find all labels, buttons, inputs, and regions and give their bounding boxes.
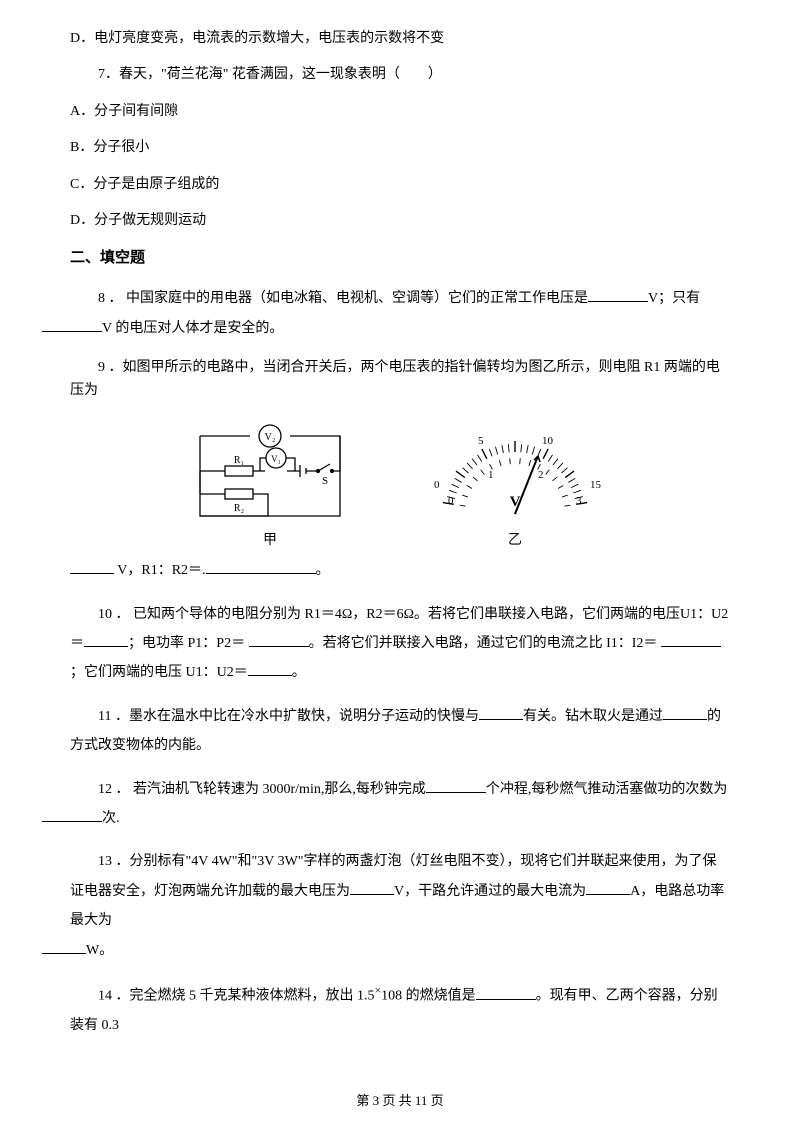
meter-top-10: 10 bbox=[542, 435, 554, 447]
q13-text-b: V，干路允许通过的最大电流为 bbox=[394, 884, 586, 899]
q14: 14 ．完全燃烧 5 千克某种液体燃料，放出 1.5×108 的燃烧值是。现有甲… bbox=[70, 979, 730, 1040]
meter-unit: V bbox=[510, 494, 521, 510]
q12: 12 ． 若汽油机飞轮转速为 3000r/min,那么,每秒钟完成 个冲程,每秒燃… bbox=[70, 775, 730, 834]
q9-blank-2 bbox=[206, 559, 316, 574]
q14-blank-1 bbox=[476, 984, 536, 999]
q7-stem: 7．春天，"荷兰花海" 花香满园，这一现象表明（ ） bbox=[70, 64, 730, 86]
q8-blank-2 bbox=[42, 316, 102, 331]
q10-text-e: 。 bbox=[292, 665, 306, 680]
v2-label: V₂ bbox=[265, 432, 276, 443]
q12-text-b: 个冲程,每秒燃气推动活塞做功的次数为 bbox=[486, 782, 728, 797]
q7-option-b: B．分子很小 bbox=[70, 137, 730, 159]
q8-blank-1 bbox=[588, 287, 648, 302]
page-footer: 第 3 页 共 11 页 bbox=[0, 1091, 800, 1112]
q11-text-a: 11 ．墨水在温水中比在冷水中扩散快，说明分子运动的快慢与 bbox=[98, 709, 479, 724]
q7-option-c: C．分子是由原子组成的 bbox=[70, 174, 730, 196]
q12-text-c: 次. bbox=[102, 811, 120, 826]
s-label: S bbox=[322, 475, 328, 487]
q13-blank-1 bbox=[350, 879, 394, 894]
q9-tail: V，R1：R2＝.。 bbox=[70, 556, 730, 585]
q9-text-c: 。 bbox=[316, 563, 330, 578]
q10-blank-4 bbox=[248, 661, 292, 676]
q14-text-b: 108 的燃烧值是 bbox=[381, 989, 476, 1004]
q7-option-a: A．分子间有间隙 bbox=[70, 101, 730, 123]
meter-top-0: 0 bbox=[434, 479, 440, 491]
q10-blank-1 bbox=[84, 632, 128, 647]
q13: 13 ．分别标有"4V 4W"和"3V 3W"字样的两盏灯泡（灯丝电阻不变），现… bbox=[70, 847, 730, 965]
q6-option-d: D．电灯亮度变亮，电流表的示数增大，电压表的示数将不变 bbox=[70, 28, 730, 50]
q10: 10 ． 已知两个导体的电阻分别为 R1＝4Ω，R2＝6Ω。若将它们串联接入电路… bbox=[70, 600, 730, 688]
meter-bot-3: 3 bbox=[576, 495, 582, 507]
meter-bot-1: 1 bbox=[488, 469, 494, 481]
q10-text-b: ；电功率 P1：P2＝ bbox=[128, 636, 249, 651]
v1-label: V₁ bbox=[271, 454, 281, 464]
voltmeter-svg: 0 5 10 15 0 1 2 3 V bbox=[420, 426, 610, 526]
r2-label: R₂ bbox=[234, 503, 244, 514]
q10-blank-2 bbox=[249, 632, 309, 647]
q8-text-b: V；只有 bbox=[648, 291, 700, 306]
q10-blank-3 bbox=[661, 632, 721, 647]
circuit-svg: V₂ V₁ R₁ R₂ S bbox=[190, 416, 350, 526]
meter-bot-2: 2 bbox=[538, 469, 544, 481]
r1-label: R₁ bbox=[234, 455, 244, 466]
q13-blank-3 bbox=[42, 938, 86, 953]
q9-blank-1 bbox=[70, 559, 114, 574]
q8: 8 ． 中国家庭中的用电器（如电冰箱、电视机、空调等）它们的正常工作电压是 V；只… bbox=[70, 284, 730, 343]
q10-text-d: ；它们两端的电压 U1：U2＝ bbox=[70, 665, 248, 680]
fig-label-a: 甲 bbox=[263, 530, 277, 552]
q14-text-a: 14 ．完全燃烧 5 千克某种液体燃料，放出 1.5 bbox=[98, 989, 375, 1004]
fig-label-b: 乙 bbox=[508, 530, 522, 552]
q11-text-b: 有关。钻木取火是通过 bbox=[523, 709, 663, 724]
q7-option-d: D．分子做无规则运动 bbox=[70, 210, 730, 232]
q8-text-a: 8 ． 中国家庭中的用电器（如电冰箱、电视机、空调等）它们的正常工作电压是 bbox=[98, 291, 588, 306]
q12-text-a: 12 ． 若汽油机飞轮转速为 3000r/min,那么,每秒钟完成 bbox=[98, 782, 426, 797]
q8-text-c: V 的电压对人体才是安全的。 bbox=[102, 321, 283, 336]
q12-blank-1 bbox=[426, 777, 486, 792]
meter-top-5: 5 bbox=[478, 435, 484, 447]
meter-bot-0: 0 bbox=[448, 495, 454, 507]
q11-blank-2 bbox=[663, 704, 707, 719]
q13-text-d: W。 bbox=[86, 943, 113, 958]
q9-stem: 9 ．如图甲所示的电路中，当闭合开关后，两个电压表的指针偏转均为图乙所示，则电阻… bbox=[70, 357, 730, 402]
q11-blank-1 bbox=[479, 704, 523, 719]
q9-text-b: V，R1：R2＝ bbox=[117, 563, 202, 578]
figure-voltmeter: 0 5 10 15 0 1 2 3 V 乙 bbox=[420, 426, 610, 552]
meter-top-15: 15 bbox=[590, 479, 602, 491]
figure-row: V₂ V₁ R₁ R₂ S 甲 0 5 10 15 0 1 2 3 bbox=[70, 416, 730, 552]
q12-blank-2 bbox=[42, 807, 102, 822]
section-2-title: 二、填空题 bbox=[70, 246, 730, 270]
q11: 11 ．墨水在温水中比在冷水中扩散快，说明分子运动的快慢与有关。钻木取火是通过的… bbox=[70, 702, 730, 761]
q10-text-c: 。若将它们并联接入电路，通过它们的电流之比 I1：I2＝ bbox=[309, 636, 661, 651]
q13-blank-2 bbox=[586, 879, 630, 894]
figure-circuit: V₂ V₁ R₁ R₂ S 甲 bbox=[190, 416, 350, 552]
